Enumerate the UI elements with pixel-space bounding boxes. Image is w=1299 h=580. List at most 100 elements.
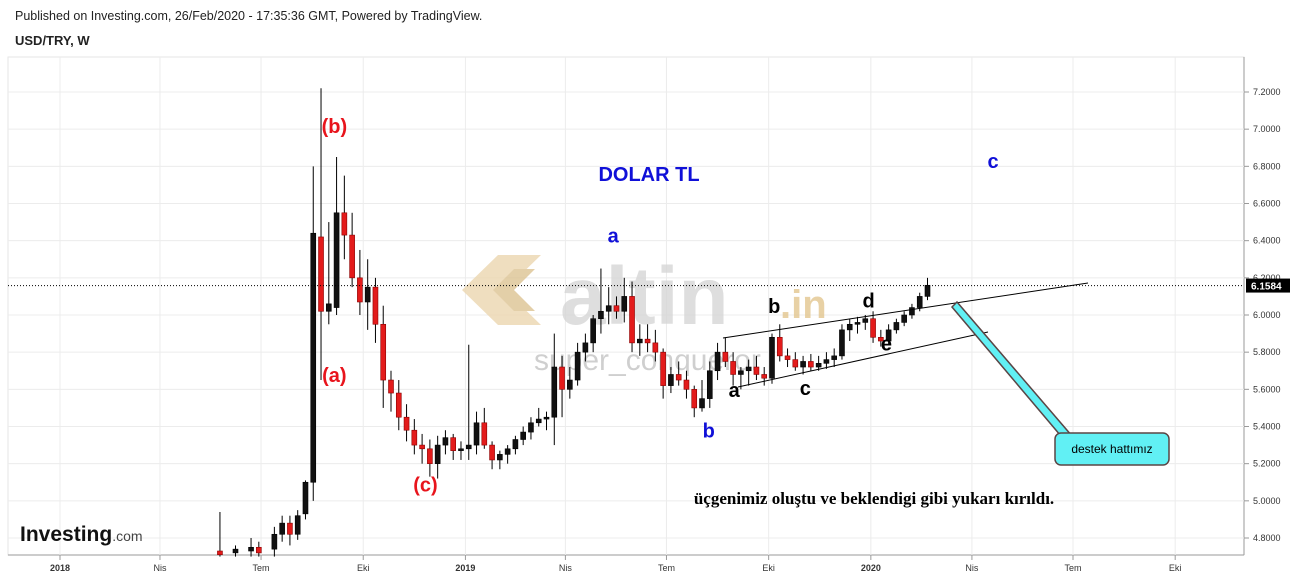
x-tick-label: Tem [253, 563, 270, 573]
candle-body [520, 431, 526, 440]
candle-body [916, 296, 923, 308]
candle [909, 303, 915, 319]
candle [893, 318, 900, 334]
candle [582, 333, 589, 362]
candle-body [675, 374, 682, 381]
candle-body [668, 374, 674, 386]
candle-body [621, 296, 628, 312]
wave-label: (b) [322, 116, 348, 138]
candle-body [784, 355, 791, 360]
candle [613, 296, 620, 319]
candle-body [753, 366, 760, 375]
candle [854, 316, 861, 334]
candle [598, 268, 604, 334]
candle [699, 380, 705, 412]
candle [434, 435, 441, 479]
candle-body [652, 342, 659, 353]
candle-body [776, 336, 783, 357]
candle-body [691, 389, 698, 409]
candle [784, 348, 791, 368]
triangle-lower-line [737, 331, 989, 388]
candle [504, 445, 511, 464]
candle [271, 526, 278, 557]
candle [559, 355, 565, 418]
candle-body [256, 546, 262, 554]
candle-body [722, 351, 729, 362]
candle-body [839, 329, 845, 357]
x-tick-label: Nis [153, 563, 166, 573]
candle [738, 367, 744, 390]
candle [364, 259, 371, 330]
candle-body [745, 366, 752, 372]
candle [294, 510, 301, 540]
candle-body [318, 236, 324, 312]
y-tick-label: 5.2000 [1253, 459, 1281, 469]
candle [403, 404, 410, 442]
candle-body [644, 338, 651, 344]
x-tick-label: Eki [762, 563, 775, 573]
candle-body [528, 422, 534, 433]
candle-body [582, 342, 589, 353]
candle-body [901, 314, 907, 323]
candle-body [613, 305, 620, 312]
candle [769, 333, 775, 384]
candle-body [489, 444, 495, 461]
x-tick-label: 2019 [455, 563, 475, 573]
candle [637, 324, 643, 356]
candle-body [512, 439, 519, 450]
y-tick-label: 6.0000 [1253, 310, 1281, 320]
candle [318, 88, 324, 381]
candle [302, 480, 309, 520]
candle [333, 157, 340, 315]
candle-body [411, 429, 418, 446]
candle [279, 515, 285, 542]
triangle-upper-line [722, 282, 1089, 339]
candle-body [287, 522, 293, 535]
candle [683, 370, 690, 399]
candles [217, 88, 931, 557]
y-tick-label: 5.8000 [1253, 347, 1281, 357]
candle-body [450, 437, 457, 451]
candle-body [326, 303, 332, 312]
candle-body [730, 361, 736, 375]
candle-body [909, 307, 915, 316]
candle [675, 361, 682, 386]
candle-body [310, 232, 317, 483]
candle-body [683, 379, 690, 390]
candle-body [567, 379, 573, 390]
y-tick-label: 7.0000 [1253, 124, 1281, 134]
candle [217, 511, 223, 557]
candle-body [458, 448, 464, 451]
candle-body [442, 437, 449, 446]
candle [551, 333, 558, 446]
candle-body [862, 318, 869, 323]
y-tick-label: 6.4000 [1253, 236, 1281, 246]
candle [846, 318, 853, 342]
candle-body [761, 374, 768, 379]
candle [761, 367, 768, 386]
candle [621, 277, 628, 323]
y-tick-label: 5.0000 [1253, 496, 1281, 506]
candle [924, 277, 931, 301]
candle [644, 324, 651, 353]
x-tick-label: 2020 [861, 563, 881, 573]
candle-body [893, 322, 900, 331]
x-tick-label: Nis [965, 563, 978, 573]
candle-body [598, 310, 604, 320]
y-axis-ticks: 7.2000 7.0000 6.8000 6.6000 6.4000 6.2000 6.00… [1244, 87, 1281, 543]
candle [753, 355, 760, 381]
candle [481, 407, 488, 449]
candle-body [714, 351, 721, 372]
candle-body [333, 212, 340, 308]
candle [668, 367, 674, 394]
candle [800, 355, 806, 375]
candle [745, 359, 752, 386]
candle-body [357, 277, 363, 303]
wave-label: b [768, 296, 780, 318]
candle-body [800, 361, 806, 368]
candle-body [232, 548, 239, 554]
candle-body [364, 286, 371, 303]
candle-body [481, 422, 488, 446]
candle [629, 281, 635, 353]
candle [776, 324, 783, 362]
